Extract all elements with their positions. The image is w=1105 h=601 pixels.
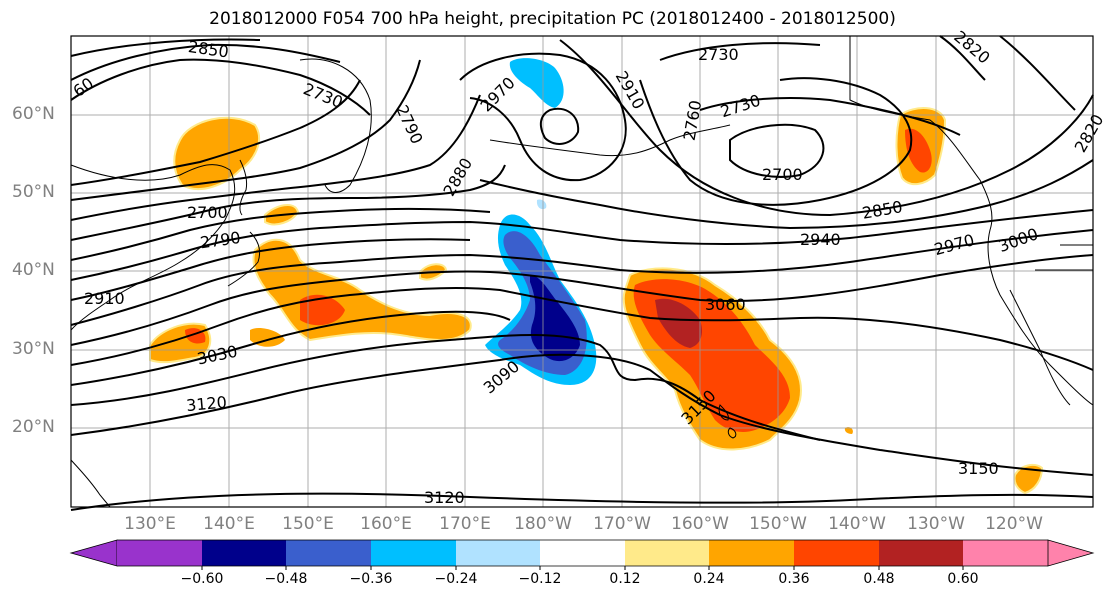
colorbar-tick: −0.36 [349,571,393,587]
lon-label-130w: 130°W [907,514,965,534]
height-contours [70,35,1094,511]
contour-label-2700: 2700 [187,203,228,222]
map-frame [70,35,1094,508]
contour-label-3060: 3060 [705,295,746,314]
coastlines [70,36,1094,508]
lon-label-150e: 150°E [282,514,334,534]
colorbar-tick: −0.24 [434,571,478,587]
lon-label-150w: 150°W [749,514,807,534]
contour-label-2910-left: 2910 [84,289,125,308]
contour-label-2940: 2940 [800,230,841,249]
colorbar-tick: 0.60 [947,571,979,587]
contour-label-3150-right: 3150 [958,459,999,478]
lon-label-130e: 130°E [124,514,176,534]
lon-label-140w: 140°W [828,514,886,534]
lon-label-180w: 180°W [514,514,572,534]
colorbar-tick: 0.24 [693,571,725,587]
colorbar-tick: 0.48 [863,571,895,587]
colorbar-tick: 0.36 [778,571,810,587]
contour-label-2700-low: 2700 [762,165,803,184]
lon-label-120w: 120°W [985,514,1043,534]
lat-label-50n: 50°N [12,182,55,202]
lat-label-20n: 20°N [12,417,55,437]
contour-label-3120-bottom: 3120 [424,488,465,507]
lon-label-170e: 170°E [439,514,491,534]
map-title: 2018012000 F054 700 hPa height, precipit… [209,9,896,29]
colorbar-tick: 0.12 [609,571,641,587]
lat-label-60n: 60°N [12,104,55,124]
lon-label-160e: 160°E [360,514,412,534]
contour-label-3120: 3120 [185,393,227,415]
contour-label-2730-top: 2730 [698,45,739,64]
lat-label-30n: 30°N [12,339,55,359]
colorbar-tick: −0.60 [180,571,224,587]
lon-label-160w: 160°W [671,514,729,534]
lon-label-170w: 170°W [593,514,651,534]
lon-label-140e: 140°E [203,514,255,534]
colorbar-tick: −0.48 [264,571,308,587]
colorbar [69,539,1095,570]
lat-label-40n: 40°N [12,260,55,280]
colorbar-tick: −0.12 [518,571,562,587]
